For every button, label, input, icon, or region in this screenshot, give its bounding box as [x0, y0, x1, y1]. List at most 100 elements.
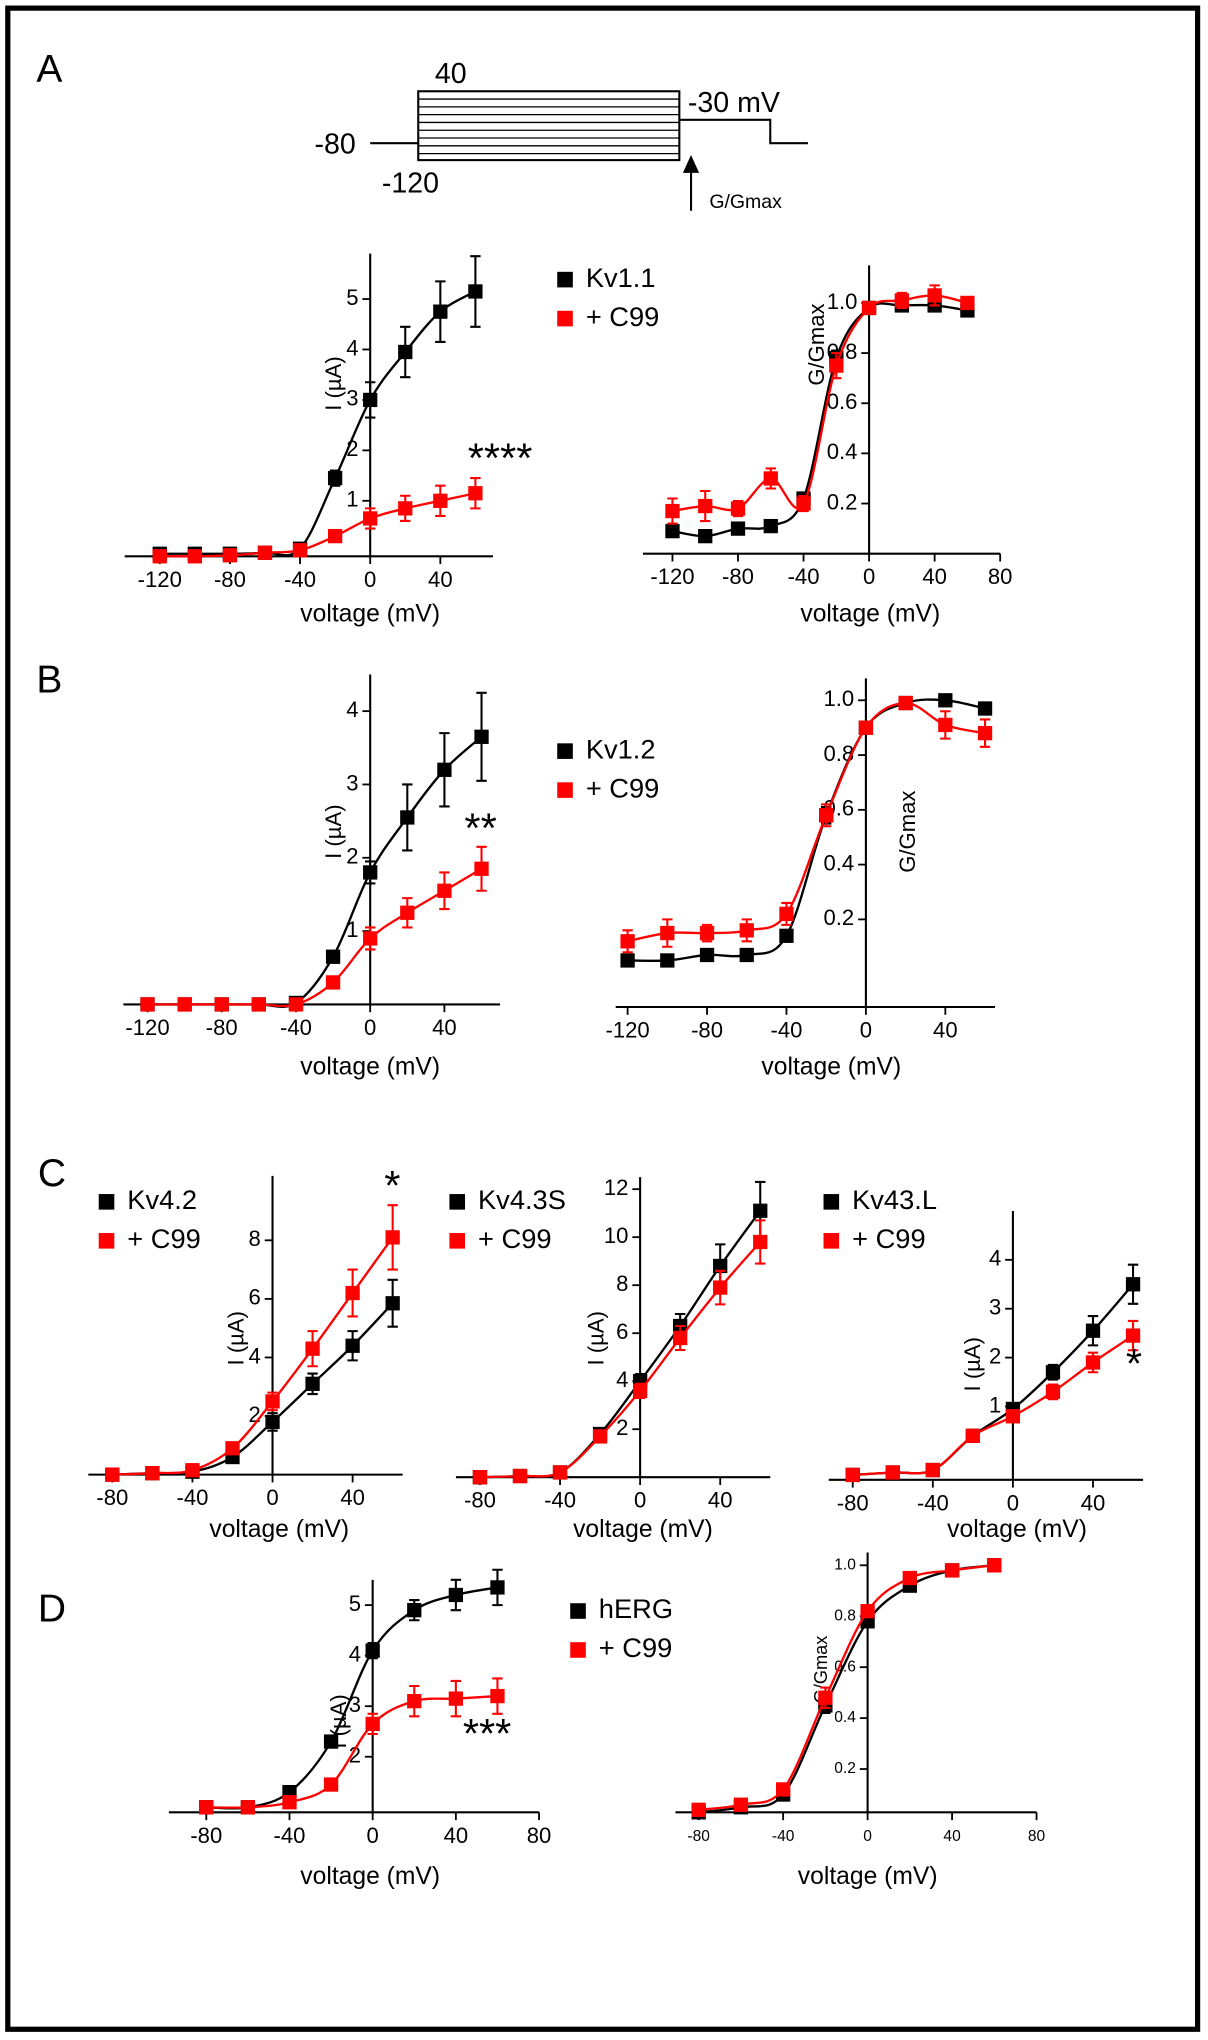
- data-point: [779, 928, 794, 943]
- legend-label: + C99: [852, 1223, 926, 1254]
- y-tick-label: 8: [616, 1271, 628, 1296]
- data-point: [763, 518, 778, 534]
- x-tick-label: 40: [922, 564, 947, 589]
- data-point: [753, 1203, 768, 1218]
- data-point: [474, 861, 489, 876]
- x-tick-label: -120: [650, 564, 694, 589]
- x-tick-label: 40: [432, 1015, 457, 1040]
- data-point: [177, 997, 192, 1012]
- data-point: [691, 1802, 706, 1817]
- legend-label: + C99: [478, 1223, 552, 1254]
- y-tick-label: 2: [346, 436, 358, 461]
- data-point: [775, 1782, 791, 1797]
- data-point: [1005, 1409, 1021, 1424]
- legend-marker: [449, 1194, 466, 1210]
- x-tick-label: -40: [544, 1488, 576, 1513]
- x-tick-label: -40: [176, 1485, 208, 1510]
- data-point: [699, 925, 715, 941]
- x-tick-label: -120: [125, 1015, 169, 1040]
- panel-label: A: [36, 48, 62, 91]
- data-point: [385, 1230, 400, 1245]
- x-tick-label: 80: [527, 1823, 552, 1848]
- data-point: [894, 293, 910, 308]
- y-tick-label: 1.0: [824, 686, 855, 711]
- data-point: [225, 1441, 240, 1456]
- x-tick-label: 0: [863, 564, 875, 589]
- data-point: [468, 284, 483, 299]
- data-point: [407, 1694, 422, 1709]
- x-tick-label: -80: [837, 1490, 869, 1515]
- data-point: [365, 1716, 380, 1732]
- fit-line: [627, 701, 986, 943]
- significance: ****: [468, 434, 533, 481]
- x-axis-label: voltage (mV): [573, 1516, 713, 1543]
- x-tick-label: -80: [96, 1485, 128, 1510]
- x-tick-label: 0: [364, 1015, 376, 1040]
- y-tick-label: 2: [349, 1743, 361, 1768]
- data-point: [592, 1429, 608, 1444]
- y-tick-label: 1: [346, 917, 358, 942]
- data-point: [323, 1734, 339, 1749]
- data-point: [733, 1797, 749, 1812]
- protocol-arrowhead: [682, 155, 700, 173]
- data-point: [987, 1558, 1002, 1573]
- legend-label: hERG: [599, 1593, 673, 1624]
- x-tick-label: -80: [687, 1828, 710, 1845]
- y-tick-label: 4: [989, 1246, 1001, 1271]
- figure-border: [5, 5, 1201, 2032]
- data-point: [240, 1800, 256, 1815]
- x-axis-label: voltage (mV): [209, 1516, 349, 1543]
- data-point: [1125, 1277, 1141, 1292]
- data-point: [437, 883, 452, 898]
- protocol-trace: [370, 118, 808, 145]
- legend-marker: [557, 271, 573, 288]
- y-tick-label: 12: [604, 1175, 629, 1200]
- y-axis-label: G/Gmax: [895, 791, 920, 873]
- data-point: [512, 1468, 528, 1484]
- x-tick-label: 80: [988, 564, 1013, 589]
- y-tick-label: 8: [249, 1226, 261, 1251]
- data-point: [325, 949, 341, 964]
- data-point: [363, 511, 378, 526]
- data-point: [222, 548, 238, 563]
- data-point: [363, 865, 378, 880]
- data-point: [365, 1643, 380, 1658]
- y-tick-label: 0.6: [834, 1658, 856, 1675]
- data-point: [185, 1463, 200, 1478]
- data-point: [325, 975, 341, 990]
- x-tick-label: 0: [863, 1828, 872, 1845]
- x-axis-label: voltage (mV): [800, 600, 940, 627]
- data-point: [214, 997, 229, 1012]
- data-point: [385, 1296, 400, 1311]
- y-tick-label: 1.0: [827, 289, 858, 314]
- y-tick-label: 0.4: [834, 1709, 856, 1726]
- x-tick-label: 40: [933, 1018, 958, 1043]
- data-point: [323, 1777, 339, 1792]
- fit-line: [159, 290, 476, 557]
- legend-marker: [570, 1642, 586, 1658]
- legend-label: Kv43.L: [852, 1184, 937, 1215]
- y-tick-label: 1: [989, 1392, 1001, 1417]
- data-point: [713, 1258, 728, 1274]
- protocol-diagram: [370, 90, 808, 211]
- data-point: [779, 906, 794, 922]
- data-point: [1125, 1328, 1141, 1343]
- y-tick-label: 5: [346, 285, 358, 310]
- y-tick-label: 6: [249, 1285, 261, 1310]
- data-point: [305, 1376, 320, 1391]
- y-tick-label: 4: [249, 1343, 261, 1368]
- data-point: [845, 1467, 860, 1483]
- data-point: [433, 304, 448, 319]
- data-point: [829, 358, 844, 373]
- protocol-label: -80: [314, 128, 355, 160]
- data-point: [433, 493, 448, 508]
- legend-marker: [557, 310, 573, 327]
- data-point: [468, 486, 483, 501]
- data-point: [698, 498, 713, 514]
- y-axis-label: G/Gmax: [811, 1636, 831, 1704]
- data-point: [199, 1800, 214, 1815]
- x-axis-label: voltage (mV): [300, 1863, 440, 1890]
- data-point: [400, 905, 415, 920]
- data-point: [552, 1465, 568, 1480]
